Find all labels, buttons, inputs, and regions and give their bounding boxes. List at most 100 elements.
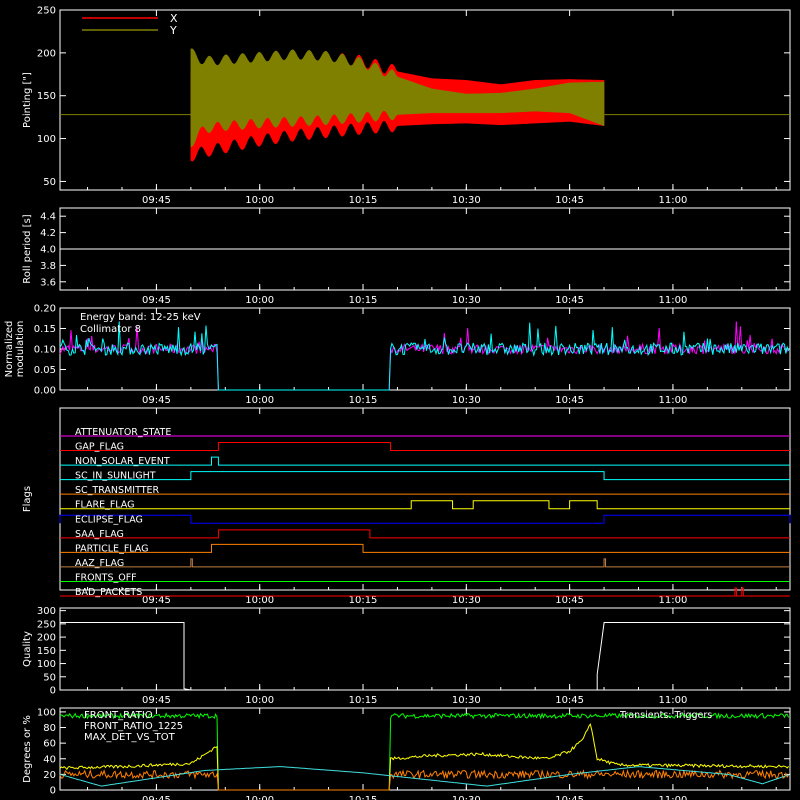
degrees-ytick-label: 40: [43, 754, 56, 765]
pointing-series-y: [190, 48, 605, 148]
flag-label-attenuator-state: ATTENUATOR_STATE: [75, 427, 171, 438]
flag-line-saa-flag: [60, 529, 790, 539]
modulation-xtick-label: 10:30: [452, 395, 481, 406]
pointing-ytick-label: 200: [37, 48, 56, 59]
pointing-ytick-label: 150: [37, 91, 56, 102]
modulation-series-0: [59, 321, 789, 391]
degrees-panel: 09:45 10:00 10:15 10:30 10:45 11:00 0 20 40 60 80 1…: [22, 707, 791, 800]
degrees-xtick-label: 10:45: [555, 795, 584, 800]
roll-ytick-label: 4.0: [40, 245, 56, 256]
pointing-ytick-label: 250: [37, 6, 56, 17]
modulation-energy-band: Energy band: 12-25 keV: [80, 312, 201, 323]
pointing-frame: [59, 9, 791, 191]
roll-ytick-label: 4.4: [40, 212, 56, 223]
degrees-frame: [59, 707, 791, 791]
legend-label-x: X: [170, 12, 178, 25]
pointing-ytick-label: 100: [37, 134, 56, 145]
legend-label-y: Y: [169, 24, 177, 37]
roll-panel: 09:45 10:00 10:15 10:30 10:45 11:00 3.6 3.8 4.0 4…: [22, 207, 791, 306]
quality-xtick-label: 11:00: [659, 695, 688, 706]
degrees-series-0: [59, 712, 790, 791]
modulation-ytick-label: 0.15: [34, 324, 56, 335]
quality-ytick-label: 300: [37, 606, 56, 617]
modulation-ylabel: Normalized: [4, 321, 15, 378]
flag-line-flare-flag: [60, 500, 790, 510]
pointing-xtick-label: 10:30: [452, 195, 481, 206]
pointing-ylabel: Pointing ["]: [22, 72, 33, 128]
pointing-panel: 09:45 10:00 10:15 10:30 10:45 11:00 50 100 150 20…: [22, 6, 791, 206]
degrees-ylabel: Degrees or %: [22, 715, 33, 783]
degrees-ytick-label: 20: [43, 770, 56, 781]
quality-xtick-label: 10:45: [555, 695, 584, 706]
modulation-ylabel: modulation: [15, 321, 26, 378]
flag-line-eclipse-flag: [59, 514, 791, 524]
degrees-legend-1: FRONT_RATIO_1225: [84, 721, 183, 732]
flag-label-fronts-off: FRONTS_OFF: [75, 572, 137, 583]
quality-ytick-label: 200: [37, 633, 56, 644]
quality-panel: 09:45 10:00 10:15 10:30 10:45 11:00 0 50 100 150 2…: [22, 606, 791, 706]
quality-ytick-label: 100: [37, 659, 56, 670]
degrees-ytick-label: 60: [43, 739, 56, 750]
flag-label-non-solar-event: NON_SOLAR_EVENT: [75, 456, 170, 467]
flag-label-sc-in-sunlight: SC_IN_SUNLIGHT: [75, 471, 156, 482]
flag-label-saa-flag: SAA_FLAG: [75, 529, 124, 540]
modulation-series-1: [59, 321, 790, 391]
quality-xtick-label: 10:30: [452, 695, 481, 706]
pointing-xtick-label: 10:00: [245, 195, 274, 206]
modulation-ytick-label: 0.10: [34, 345, 56, 356]
degrees-xtick-label: 10:00: [245, 795, 274, 800]
degrees-annotation: Transients: Triggers: [619, 710, 712, 721]
flags-xtick-label: 10:30: [452, 595, 481, 606]
roll-ylabel: Roll period [s]: [22, 214, 33, 283]
flag-line-aaz-flag: [60, 558, 790, 568]
degrees-xtick-label: 09:45: [142, 795, 171, 800]
flag-label-gap-flag: GAP_FLAG: [75, 442, 124, 453]
modulation-ytick-label: 0.00: [34, 386, 56, 397]
degrees-xtick-label: 11:00: [659, 795, 688, 800]
modulation-xtick-label: 11:00: [659, 395, 688, 406]
quality-ytick-label: 150: [37, 646, 56, 657]
quality-xtick-label: 10:15: [349, 695, 378, 706]
roll-xtick-label: 11:00: [659, 295, 688, 306]
flags-xtick-label: 10:45: [555, 595, 584, 606]
degrees-legend-2: MAX_DET_VS_TOT: [84, 732, 176, 743]
quality-xtick-label: 10:00: [245, 695, 274, 706]
quality-ytick-label: 0: [50, 686, 56, 697]
modulation-xtick-label: 10:00: [245, 395, 274, 406]
modulation-xtick-label: 09:45: [142, 395, 171, 406]
flags-xtick-label: 10:15: [349, 595, 378, 606]
quality-series: [60, 622, 790, 691]
flags-frame: [59, 407, 791, 591]
flag-line-particle-flag: [60, 543, 790, 553]
roll-xtick-label: 10:45: [555, 295, 584, 306]
roll-xtick-label: 09:45: [142, 295, 171, 306]
roll-ytick-label: 3.8: [40, 261, 56, 272]
flags-ylabel: Flags: [22, 486, 33, 512]
flags-xtick-label: 11:00: [659, 595, 688, 606]
flag-label-sc-transmitter: SC_TRANSMITTER: [75, 485, 160, 496]
flag-label-eclipse-flag: ECLIPSE_FLAG: [75, 514, 143, 525]
pointing-xtick-label: 09:45: [142, 195, 171, 206]
degrees-xtick-label: 10:30: [452, 795, 481, 800]
modulation-legend-collimator: Collimator 8: [80, 324, 141, 335]
flag-label-bad-packets: BAD_PACKETS: [75, 587, 142, 598]
flag-line-non-solar-event: [60, 456, 790, 466]
roll-ytick-label: 4.2: [40, 228, 56, 239]
roll-xtick-label: 10:30: [452, 295, 481, 306]
degrees-xtick-label: 10:15: [349, 795, 378, 800]
quality-ytick-label: 250: [37, 619, 56, 630]
pointing-ytick-label: 50: [43, 177, 56, 188]
degrees-series-1: [59, 723, 789, 791]
pointing-xtick-label: 10:45: [555, 195, 584, 206]
degrees-ytick-label: 80: [43, 723, 56, 734]
pointing-xtick-label: 10:15: [349, 195, 378, 206]
modulation-xtick-label: 10:45: [555, 395, 584, 406]
modulation-panel: 09:45 10:00 10:15 10:30 10:45 11:00 0.00 0.05 0.…: [4, 304, 791, 406]
roll-xtick-label: 10:00: [245, 295, 274, 306]
flag-line-gap-flag: [60, 442, 790, 452]
flag-label-particle-flag: PARTICLE_FLAG: [75, 543, 148, 554]
flag-label-aaz-flag: AAZ_FLAG: [75, 558, 124, 569]
quality-ylabel: Quality: [22, 631, 33, 667]
pointing-xtick-label: 11:00: [659, 195, 688, 206]
